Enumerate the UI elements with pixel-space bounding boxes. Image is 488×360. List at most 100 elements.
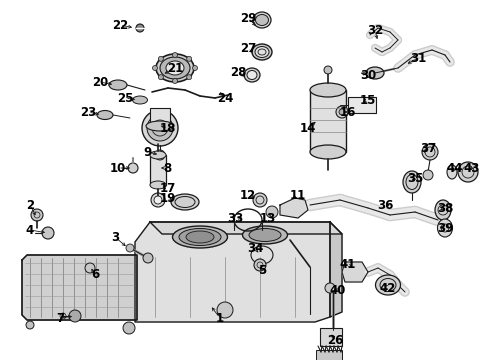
Bar [150,108,170,124]
Circle shape [31,209,43,221]
Ellipse shape [251,44,271,60]
Circle shape [69,310,81,322]
Ellipse shape [165,61,183,75]
Text: 2: 2 [26,198,34,212]
Bar [319,328,341,346]
Circle shape [421,144,437,160]
Ellipse shape [437,219,451,237]
Circle shape [422,170,432,180]
Text: 6: 6 [91,269,99,282]
Bar [150,155,165,185]
Ellipse shape [254,46,268,58]
Text: 13: 13 [259,212,276,225]
Circle shape [154,196,162,204]
Circle shape [324,66,331,74]
Ellipse shape [171,194,199,210]
Ellipse shape [309,145,346,159]
Circle shape [155,150,164,160]
Ellipse shape [97,111,113,120]
Circle shape [152,66,157,71]
Text: 22: 22 [112,18,128,32]
Text: 4: 4 [26,224,34,237]
Circle shape [126,244,134,252]
Text: 41: 41 [339,258,355,271]
Ellipse shape [146,121,174,131]
Polygon shape [22,255,137,320]
Text: 38: 38 [436,202,452,215]
Text: 5: 5 [257,264,265,276]
Text: 32: 32 [366,23,382,36]
Circle shape [128,163,138,173]
Text: 37: 37 [419,141,435,154]
Circle shape [42,227,54,239]
Circle shape [192,66,197,71]
Text: 21: 21 [166,62,183,75]
Ellipse shape [402,171,420,193]
Circle shape [136,24,143,32]
Text: 3: 3 [111,230,119,243]
Bar [315,350,341,360]
Circle shape [158,75,163,80]
Circle shape [151,193,164,207]
Circle shape [123,322,135,334]
Circle shape [26,321,34,329]
Text: 16: 16 [339,105,355,118]
Ellipse shape [446,165,456,179]
Text: 31: 31 [409,51,425,64]
Ellipse shape [365,67,383,79]
Polygon shape [150,222,341,234]
Circle shape [186,56,191,61]
Polygon shape [135,222,329,322]
Ellipse shape [150,151,165,159]
Circle shape [252,193,266,207]
Text: 8: 8 [163,162,171,175]
Text: 10: 10 [110,162,126,175]
Text: 43: 43 [463,162,479,175]
Text: 26: 26 [326,333,343,346]
Circle shape [325,283,334,293]
Polygon shape [341,262,367,282]
Circle shape [142,110,178,146]
Text: 9: 9 [143,145,152,158]
Ellipse shape [255,14,268,26]
Text: 11: 11 [289,189,305,202]
Ellipse shape [160,57,190,79]
Text: 39: 39 [436,221,452,234]
Text: 14: 14 [299,122,316,135]
Ellipse shape [375,275,400,295]
Ellipse shape [109,80,127,90]
Text: 18: 18 [160,122,176,135]
Circle shape [457,162,477,182]
Circle shape [338,109,345,115]
Text: 40: 40 [329,284,346,297]
Ellipse shape [150,181,165,189]
Text: 29: 29 [239,12,256,24]
Text: 17: 17 [160,181,176,194]
Circle shape [158,56,163,61]
Ellipse shape [248,229,281,242]
Polygon shape [280,198,307,218]
Ellipse shape [246,71,257,80]
Ellipse shape [156,54,194,82]
Polygon shape [329,222,341,317]
Bar [347,97,375,113]
Text: 1: 1 [216,311,224,324]
Text: 23: 23 [80,105,96,118]
Text: 35: 35 [406,171,422,185]
Text: 42: 42 [379,282,395,294]
Ellipse shape [252,12,270,28]
Text: 44: 44 [446,162,462,175]
Ellipse shape [434,200,450,220]
Text: 36: 36 [376,198,392,212]
Text: 28: 28 [229,66,245,78]
Text: 12: 12 [240,189,256,202]
Circle shape [142,253,153,263]
Text: 24: 24 [216,91,233,104]
Circle shape [335,106,347,118]
Ellipse shape [172,226,227,248]
Text: 27: 27 [240,41,256,54]
Circle shape [172,53,177,58]
Circle shape [186,75,191,80]
Bar [309,90,346,152]
Ellipse shape [179,229,221,246]
